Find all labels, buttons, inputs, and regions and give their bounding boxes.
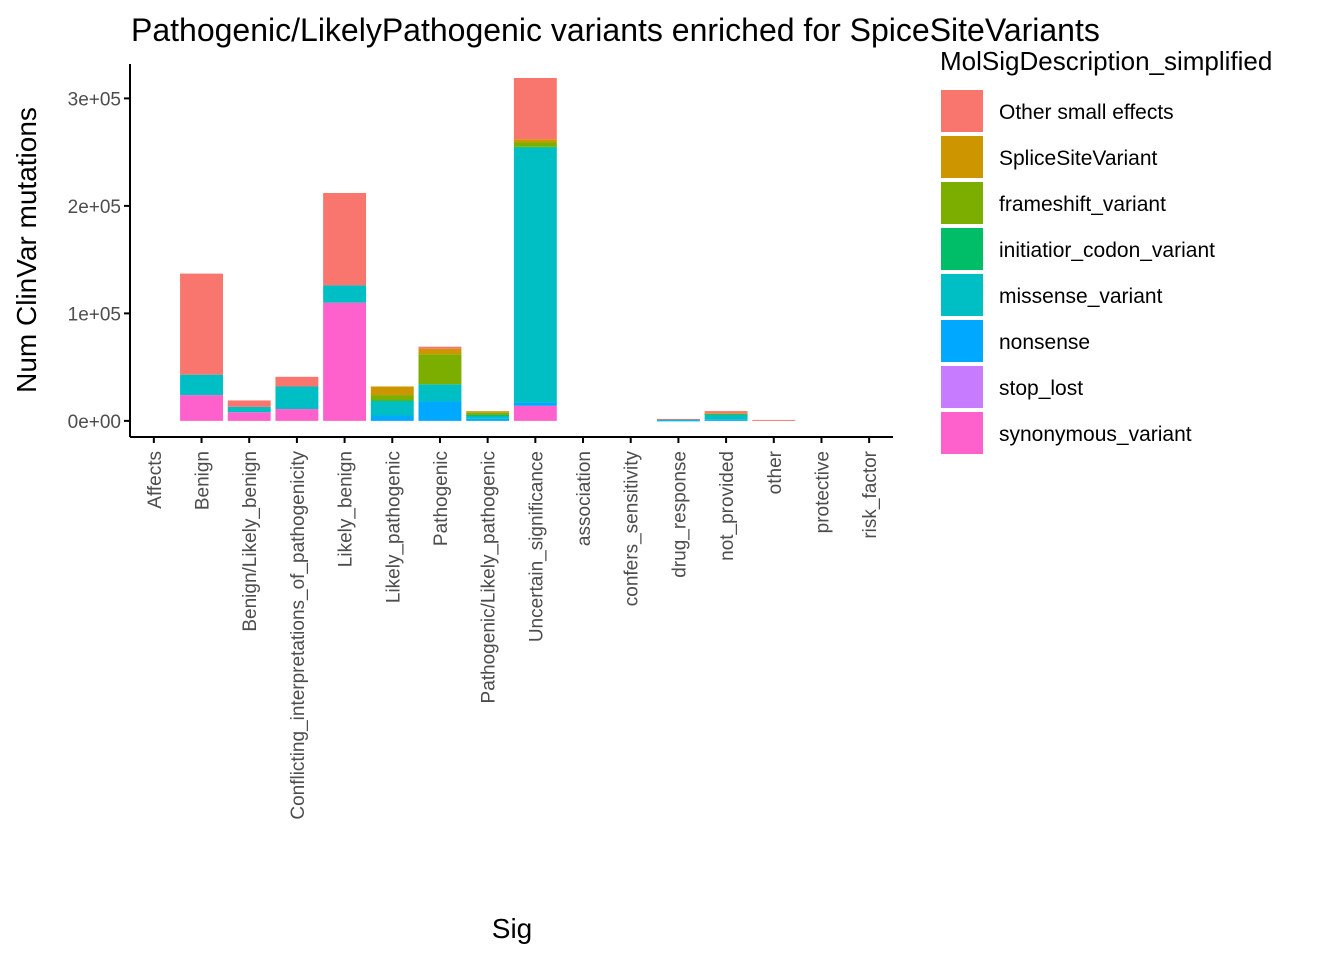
bar-segment [370,386,414,396]
bar-segment [227,406,271,413]
bar-segment [418,346,462,349]
x-tick-label: protective [812,451,833,533]
bar-segment [370,415,414,421]
bar-segment [180,273,223,375]
bar-segment [180,395,223,421]
bar-segment [227,412,271,421]
bar-segment [323,285,367,303]
y-tick-label: 3e+05 [68,89,121,110]
bar-segment [227,400,271,407]
bar-segment [466,418,510,421]
x-tick-label: drug_response [669,451,690,578]
bar-segment [418,354,462,385]
y-tick-label: 1e+05 [68,304,121,325]
bar-segment [752,419,796,421]
bar-segment [323,302,367,421]
bar-segment [275,409,319,421]
legend-swatch [941,182,983,224]
legend-swatch [941,366,983,408]
bar-segment [370,400,414,402]
bar-segment [180,374,223,396]
x-tick-label: Likely_pathogenic [383,451,404,603]
bar-segment [704,419,748,421]
x-tick-label: Benign [193,451,214,510]
legend-swatch [941,90,983,132]
x-tick-label: association [574,451,595,546]
bar-segment [704,414,748,415]
legend-label: stop_lost [999,377,1083,400]
x-tick-label: Pathogenic [431,451,452,546]
bar-segment [513,77,557,140]
legend-title: MolSigDescription_simplified [940,46,1272,76]
y-axis-title: Num ClinVar mutations [11,107,42,393]
x-ticks: Affects Benign Benign/Likely_benign Conflic… [145,437,881,820]
bar-segment [418,401,462,421]
x-tick-label: Benign/Likely_benign [240,451,261,632]
x-tick-label: risk_factor [860,450,881,538]
x-tick-label: Pathogenic/Likely_pathogenic [479,451,500,703]
bar-segment [656,420,700,422]
x-tick-label: Conflicting_interpretations_of_pathogeni… [288,451,309,820]
bar-segment [466,412,510,415]
legend-swatch [941,228,983,270]
bar-segment [513,139,557,143]
x-tick-label: other [765,450,786,494]
legend-label: SpliceSiteVariant [999,147,1158,170]
legend-label: initiatior_codon_variant [999,239,1215,262]
bar-segment [275,386,319,410]
bar-segment [704,411,748,414]
bar-segment [513,402,557,406]
bar-segment [513,147,557,403]
bar-segment [466,415,510,419]
x-tick-label: confers_sensitivity [622,451,643,607]
bar-segment [466,414,510,416]
bar-segment [513,146,557,148]
bar-segment [418,348,462,355]
legend-swatch [941,320,983,362]
bar-segment [275,376,319,387]
bar-segment [418,384,462,402]
legend-label: Other small effects [999,101,1174,124]
bar-segment [513,142,557,147]
bar-segment [370,395,414,401]
legend-label: frameshift_variant [999,193,1166,216]
y-tick-label: 0e+00 [68,412,121,433]
chart-title: Pathogenic/LikelyPathogenic variants enr… [131,12,1100,48]
legend-swatch [941,274,983,316]
bar-segment [370,401,414,416]
bar-segment [656,419,700,421]
x-axis-title: Sig [492,913,532,944]
legend: MolSigDescription_simplified Other small… [940,46,1272,454]
bar-segment [323,192,367,286]
legend-swatch [941,412,983,454]
x-tick-label: not_provided [717,451,738,561]
bar-segment [513,405,557,421]
bars-layer [180,77,796,422]
y-tick-label: 2e+05 [68,197,121,218]
legend-label: synonymous_variant [999,423,1192,446]
legend-label: missense_variant [999,285,1163,308]
legend-swatch [941,136,983,178]
bar-segment [704,414,748,420]
y-ticks: 0e+00 1e+05 2e+05 3e+05 [68,89,130,433]
bar-segment [466,411,510,413]
x-tick-label: Uncertain_significance [526,451,547,642]
bar-segment [704,413,748,415]
x-tick-label: Likely_benign [336,451,357,567]
x-tick-label: Affects [145,451,166,509]
legend-label: nonsense [999,331,1090,354]
bar-segment [656,418,700,420]
